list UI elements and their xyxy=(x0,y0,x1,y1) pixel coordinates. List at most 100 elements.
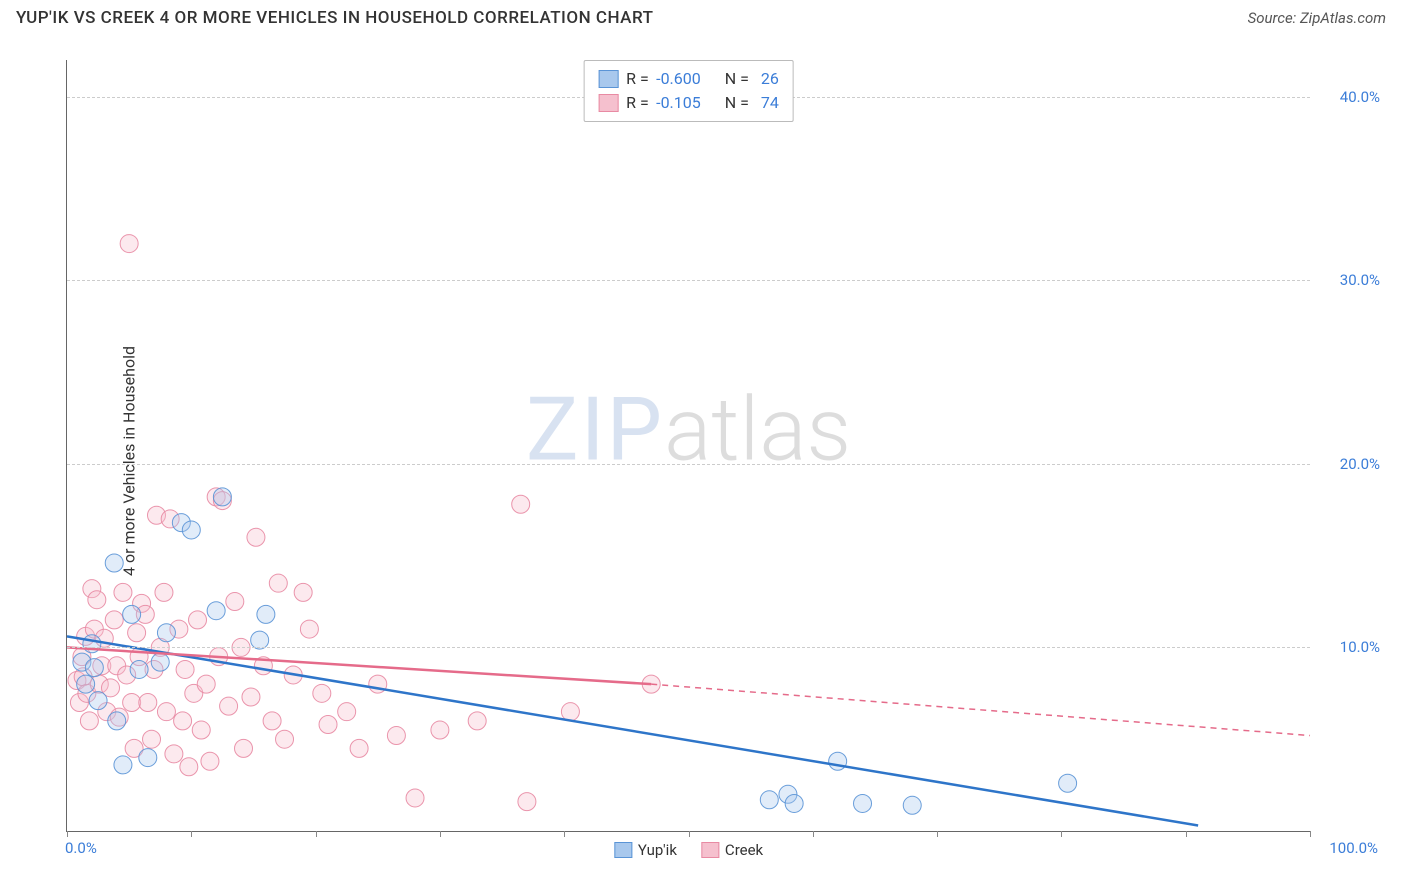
scatter-point-creek xyxy=(512,495,530,513)
gridline xyxy=(67,464,1310,465)
scatter-point-creek xyxy=(174,712,192,730)
legend-swatch xyxy=(614,842,632,858)
legend-swatch xyxy=(598,94,618,112)
x-tick-mark xyxy=(191,831,192,837)
scatter-point-yup'ik xyxy=(785,794,803,812)
scatter-point-yup'ik xyxy=(85,659,103,677)
scatter-point-creek xyxy=(561,703,579,721)
legend-label: Creek xyxy=(725,841,763,859)
scatter-point-creek xyxy=(235,739,253,757)
scatter-point-yup'ik xyxy=(1059,774,1077,792)
y-tick-label: 40.0% xyxy=(1340,88,1380,106)
scatter-point-yup'ik xyxy=(130,660,148,678)
scatter-point-creek xyxy=(139,694,157,712)
x-tick-mark xyxy=(813,831,814,837)
chart-header: YUP'IK VS CREEK 4 OR MORE VEHICLES IN HO… xyxy=(0,0,1406,32)
scatter-point-creek xyxy=(114,583,132,601)
stats-legend-row: R = -0.105 N = 74 xyxy=(598,91,779,115)
scatter-point-creek xyxy=(80,712,98,730)
scatter-point-creek xyxy=(105,611,123,629)
scatter-point-creek xyxy=(128,624,146,642)
scatter-point-creek xyxy=(189,611,207,629)
scatter-point-yup'ik xyxy=(157,624,175,642)
scatter-point-creek xyxy=(226,593,244,611)
scatter-point-yup'ik xyxy=(123,605,141,623)
scatter-point-creek xyxy=(157,703,175,721)
scatter-point-creek xyxy=(120,235,138,253)
scatter-point-creek xyxy=(269,574,287,592)
scatter-point-yup'ik xyxy=(760,791,778,809)
scatter-svg xyxy=(67,60,1310,831)
scatter-point-creek xyxy=(387,727,405,745)
scatter-point-creek xyxy=(176,660,194,678)
x-tick-mark xyxy=(937,831,938,837)
scatter-point-yup'ik xyxy=(114,756,132,774)
scatter-point-yup'ik xyxy=(77,675,95,693)
chart-title: YUP'IK VS CREEK 4 OR MORE VEHICLES IN HO… xyxy=(16,8,653,28)
scatter-point-creek xyxy=(88,591,106,609)
scatter-point-yup'ik xyxy=(151,653,169,671)
x-tick-mark xyxy=(689,831,690,837)
y-tick-label: 10.0% xyxy=(1340,638,1380,656)
scatter-point-creek xyxy=(468,712,486,730)
scatter-point-yup'ik xyxy=(207,602,225,620)
stat-n: N = 26 xyxy=(725,67,779,91)
legend-swatch xyxy=(701,842,719,858)
x-tick-mark xyxy=(67,831,68,837)
scatter-point-creek xyxy=(143,730,161,748)
x-tick-mark xyxy=(440,831,441,837)
stats-legend: R = -0.600 N = 26R = -0.105 N = 74 xyxy=(583,60,794,122)
stats-legend-row: R = -0.600 N = 26 xyxy=(598,67,779,91)
scatter-point-creek xyxy=(263,712,281,730)
scatter-point-yup'ik xyxy=(903,796,921,814)
scatter-point-creek xyxy=(319,716,337,734)
scatter-point-yup'ik xyxy=(251,631,269,649)
legend-label: Yup'ik xyxy=(638,841,677,859)
x-axis-min-label: 0.0% xyxy=(65,839,97,857)
scatter-point-creek xyxy=(338,703,356,721)
scatter-point-creek xyxy=(406,789,424,807)
y-tick-label: 20.0% xyxy=(1340,455,1380,473)
scatter-point-yup'ik xyxy=(854,794,872,812)
scatter-point-creek xyxy=(197,675,215,693)
series-legend: Yup'ik Creek xyxy=(614,841,763,859)
x-tick-mark xyxy=(564,831,565,837)
scatter-point-creek xyxy=(201,752,219,770)
scatter-point-creek xyxy=(123,694,141,712)
chart-area: 4 or more Vehicles in Household ZIPatlas… xyxy=(16,40,1390,882)
scatter-point-yup'ik xyxy=(105,554,123,572)
scatter-point-creek xyxy=(180,758,198,776)
x-tick-mark xyxy=(1061,831,1062,837)
x-axis-max-label: 100.0% xyxy=(1329,839,1378,857)
plot-region: ZIPatlas 10.0%20.0%30.0%40.0% 0.0% 100.0… xyxy=(66,60,1310,832)
y-tick-label: 30.0% xyxy=(1340,271,1380,289)
scatter-point-yup'ik xyxy=(89,692,107,710)
x-tick-mark xyxy=(1310,831,1311,837)
scatter-point-creek xyxy=(300,620,318,638)
legend-item: Yup'ik xyxy=(614,841,677,859)
scatter-point-creek xyxy=(247,528,265,546)
stat-r: R = -0.600 xyxy=(626,67,701,91)
scatter-point-yup'ik xyxy=(139,749,157,767)
gridline xyxy=(67,280,1310,281)
gridline xyxy=(67,647,1310,648)
scatter-point-creek xyxy=(294,583,312,601)
scatter-point-yup'ik xyxy=(108,712,126,730)
scatter-point-creek xyxy=(242,688,260,706)
scatter-point-yup'ik xyxy=(257,605,275,623)
x-tick-mark xyxy=(316,831,317,837)
scatter-point-creek xyxy=(431,721,449,739)
x-tick-mark xyxy=(1186,831,1187,837)
legend-swatch xyxy=(598,70,618,88)
scatter-point-creek xyxy=(276,730,294,748)
scatter-point-creek xyxy=(313,684,331,702)
regression-line-yup'ik xyxy=(67,636,1198,825)
scatter-point-yup'ik xyxy=(182,521,200,539)
scatter-point-creek xyxy=(192,721,210,739)
regression-dashed-creek xyxy=(651,684,1310,735)
scatter-point-yup'ik xyxy=(213,488,231,506)
scatter-point-creek xyxy=(220,697,238,715)
chart-source: Source: ZipAtlas.com xyxy=(1248,9,1386,27)
scatter-point-creek xyxy=(155,583,173,601)
legend-item: Creek xyxy=(701,841,763,859)
